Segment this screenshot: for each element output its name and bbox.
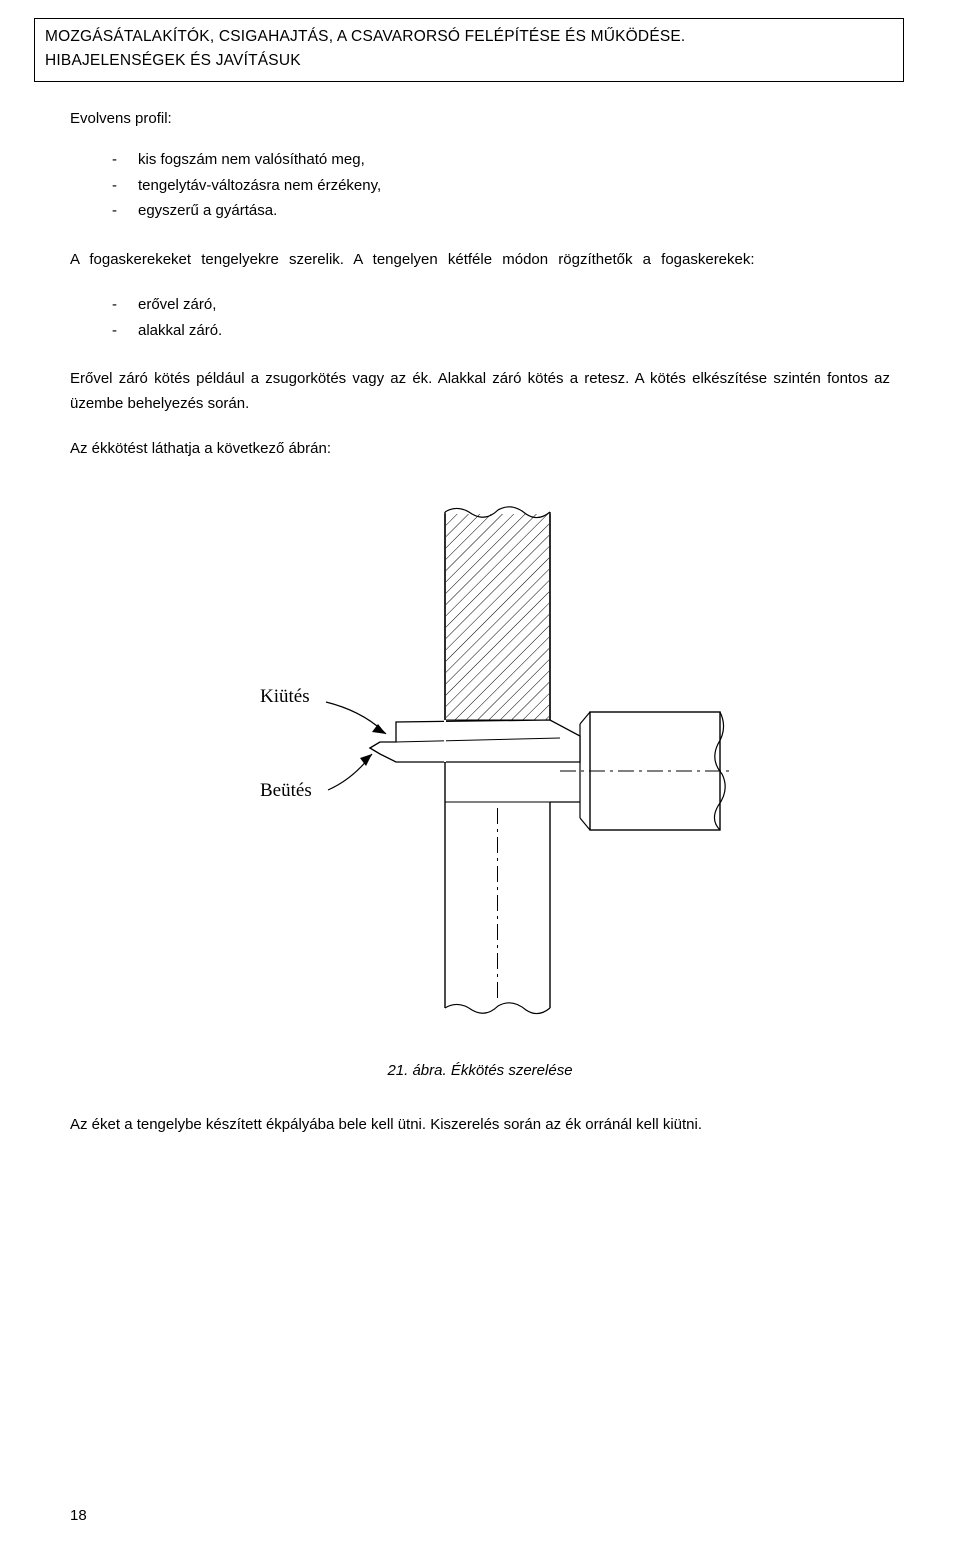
list-item: alakkal záró. (112, 318, 890, 344)
header-line-2: HIBAJELENSÉGEK ÉS JAVÍTÁSUK (45, 49, 893, 73)
list-item: erővel záró, (112, 292, 890, 318)
paragraph: A fogaskerekeket tengelyekre szerelik. A… (70, 248, 890, 273)
page-header-box: MOZGÁSÁTALAKÍTÓK, CSIGAHAJTÁS, A CSAVARO… (34, 18, 904, 82)
list-item: tengelytáv-változásra nem érzékeny, (112, 173, 890, 199)
document-page: MOZGÁSÁTALAKÍTÓK, CSIGAHAJTÁS, A CSAVARO… (0, 0, 960, 1558)
list-item: egyszerű a gyártása. (112, 198, 890, 224)
section-label: Evolvens profil: (70, 110, 890, 127)
figure-caption: 21. ábra. Ékkötés szerelése (70, 1062, 890, 1079)
paragraph: Erővel záró kötés például a zsugorkötés … (70, 367, 890, 417)
list-evolvens: kis fogszám nem valósítható meg, tengely… (112, 147, 890, 224)
label-kiutes: Kiütés (260, 686, 310, 707)
ekkotes-diagram: Kiütés Beütés (220, 502, 740, 1022)
paragraph: Az éket a tengelybe készített ékpályába … (70, 1113, 890, 1138)
page-number: 18 (70, 1507, 87, 1524)
list-rogzites: erővel záró, alakkal záró. (112, 292, 890, 343)
list-item: kis fogszám nem valósítható meg, (112, 147, 890, 173)
label-beutes: Beütés (260, 780, 312, 801)
paragraph: Az ékkötést láthatja a következő ábrán: (70, 437, 890, 462)
header-line-1: MOZGÁSÁTALAKÍTÓK, CSIGAHAJTÁS, A CSAVARO… (45, 25, 893, 49)
figure-diagram: Kiütés Beütés (70, 502, 890, 1022)
